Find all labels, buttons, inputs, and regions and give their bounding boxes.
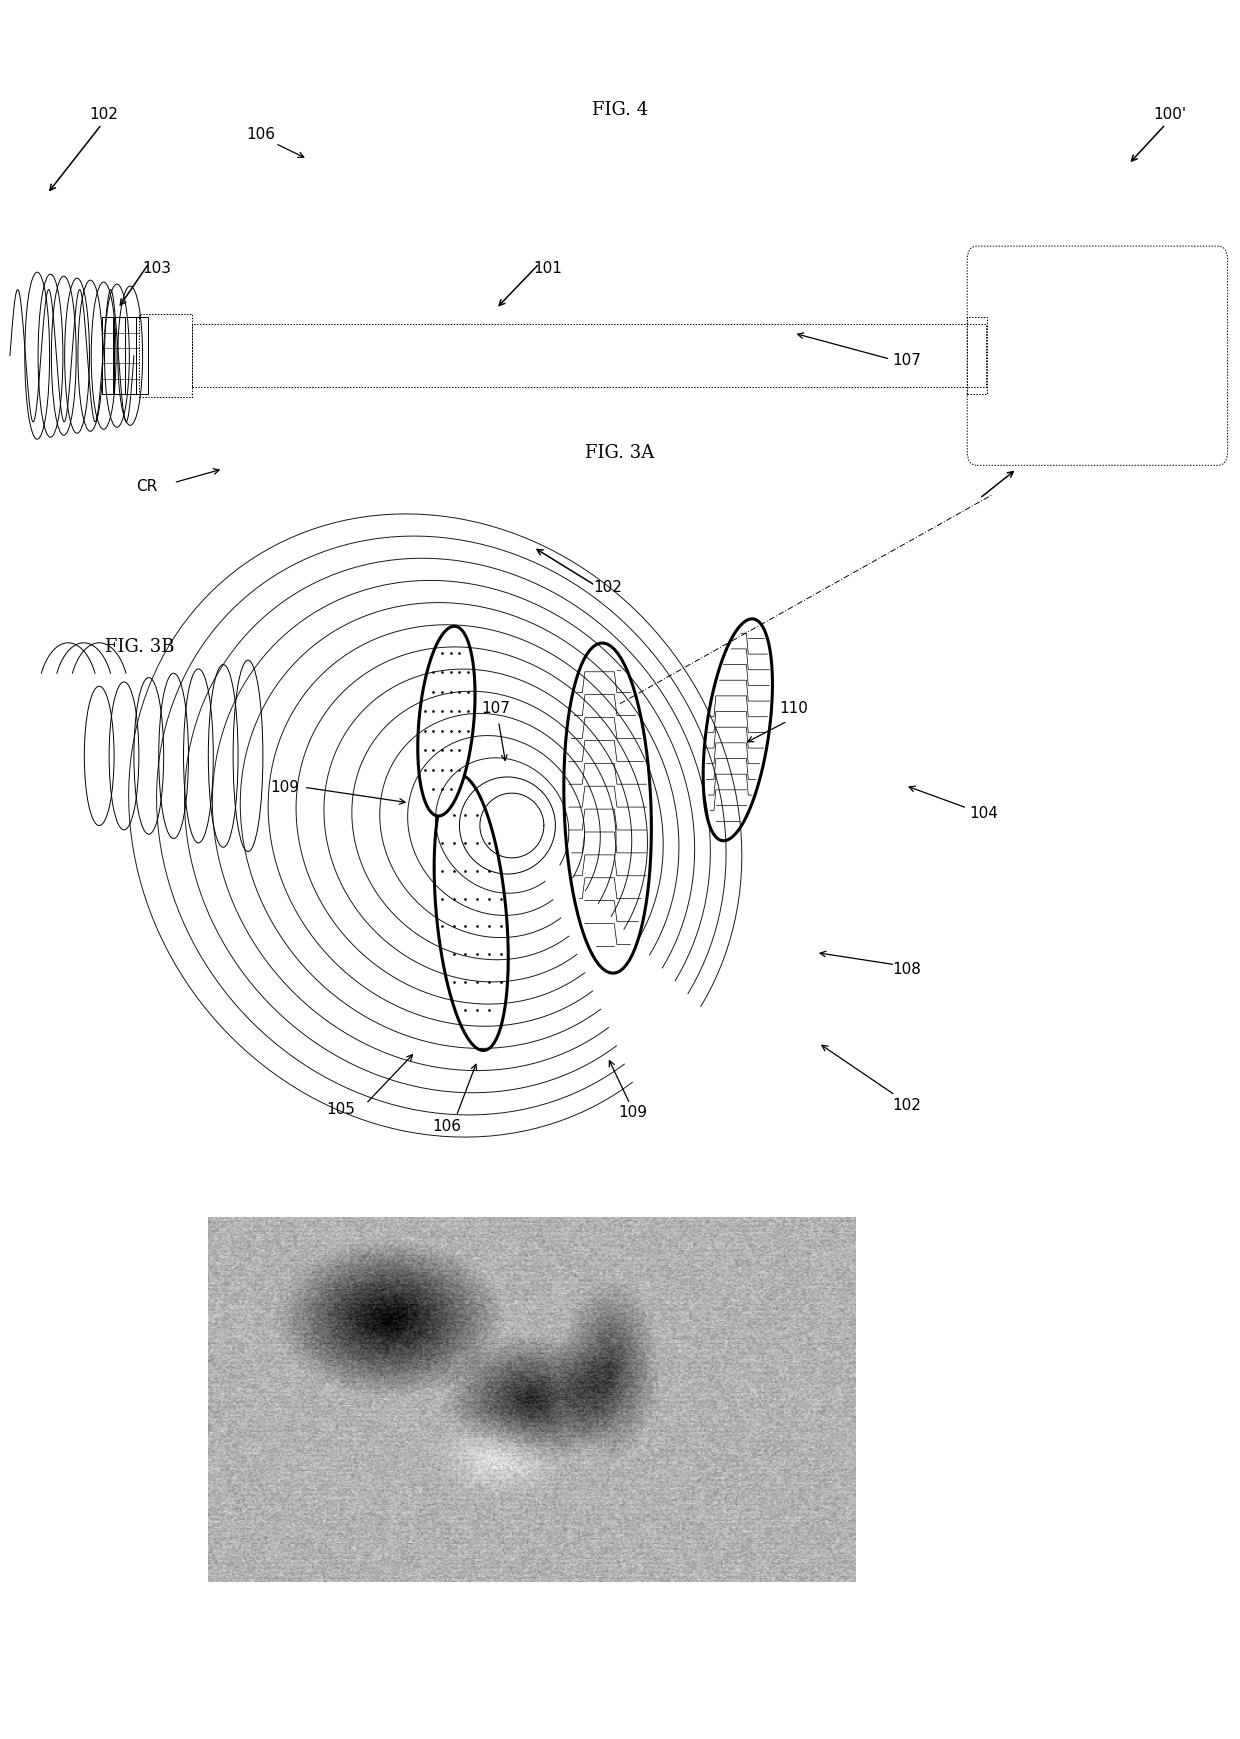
Text: 100': 100' <box>1153 106 1187 122</box>
Text: 102: 102 <box>89 106 118 122</box>
Text: 102: 102 <box>893 1097 921 1113</box>
Bar <box>136 318 148 395</box>
Bar <box>102 318 113 395</box>
Text: FIG. 3B: FIG. 3B <box>105 638 175 656</box>
PathPatch shape <box>434 776 508 1050</box>
PathPatch shape <box>703 619 773 842</box>
Bar <box>139 315 192 398</box>
PathPatch shape <box>418 626 475 817</box>
Text: 107: 107 <box>893 353 921 369</box>
Bar <box>967 318 987 395</box>
Text: 110: 110 <box>779 701 808 716</box>
Text: 103: 103 <box>143 261 171 277</box>
Text: CR: CR <box>135 478 157 494</box>
Text: 106: 106 <box>432 1118 461 1134</box>
PathPatch shape <box>564 643 651 974</box>
Text: FIG. 4: FIG. 4 <box>591 101 649 118</box>
Bar <box>125 318 136 395</box>
Text: 109: 109 <box>270 779 299 795</box>
Text: 108: 108 <box>893 962 921 977</box>
Bar <box>192 325 986 388</box>
Text: FIG. 3A: FIG. 3A <box>585 443 655 461</box>
Text: 105: 105 <box>326 1101 356 1116</box>
Text: 102: 102 <box>593 579 622 595</box>
Text: 106: 106 <box>246 127 275 143</box>
Text: 107: 107 <box>481 701 511 716</box>
Text: 101: 101 <box>533 261 562 277</box>
Text: 104: 104 <box>970 805 998 821</box>
Bar <box>114 318 125 395</box>
Text: 109: 109 <box>618 1104 647 1120</box>
